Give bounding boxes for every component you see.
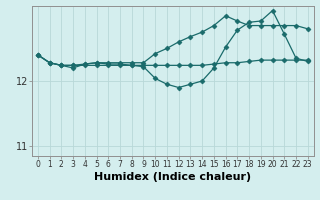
X-axis label: Humidex (Indice chaleur): Humidex (Indice chaleur) bbox=[94, 172, 252, 182]
